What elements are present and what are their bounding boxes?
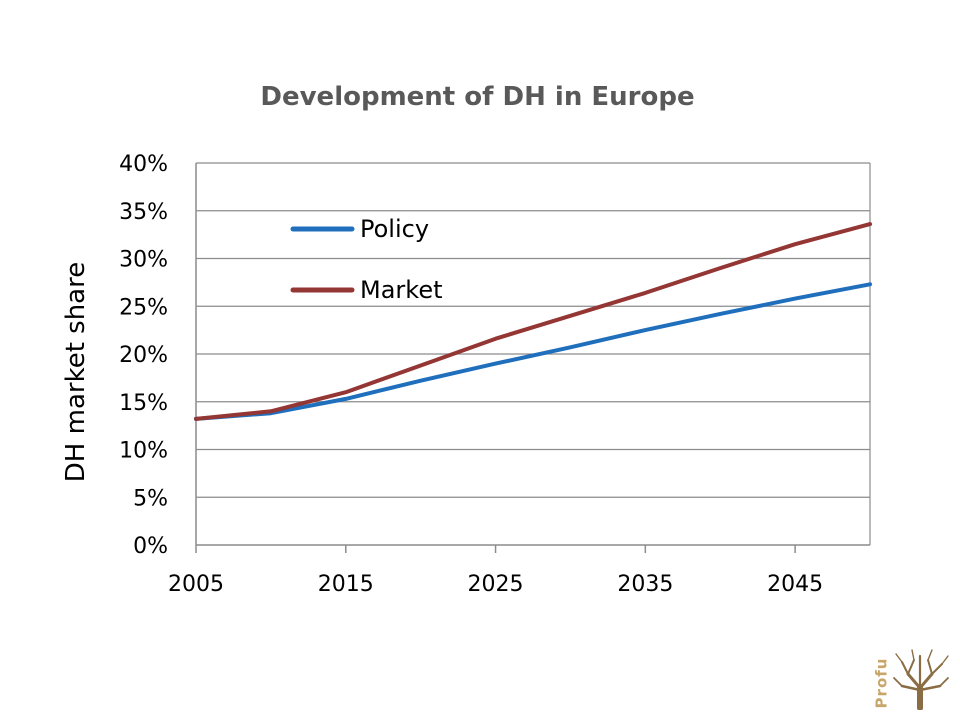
y-tick-label: 15% <box>119 391 168 416</box>
legend-label-market: Market <box>360 276 443 304</box>
x-tick-label: 2015 <box>318 572 374 597</box>
y-tick-label: 20% <box>119 343 168 368</box>
y-tick-label: 30% <box>119 248 168 273</box>
profu-logo: Profu <box>862 644 952 711</box>
x-tick-label: 2005 <box>168 572 224 597</box>
tree-icon <box>893 649 949 711</box>
logo-text: Profu <box>872 657 891 709</box>
y-tick-label: 25% <box>119 295 168 320</box>
x-tick-label: 2045 <box>767 572 823 597</box>
y-tick-label: 5% <box>133 486 168 511</box>
series-line-market <box>194 222 872 421</box>
y-tick-label: 0% <box>133 534 168 559</box>
y-tick-label: 40% <box>119 152 168 177</box>
y-tick-label: 35% <box>119 200 168 225</box>
legend-label-policy: Policy <box>360 215 429 243</box>
y-axis-title: DH market share <box>61 262 91 482</box>
chart-title: Development of DH in Europe <box>260 82 695 112</box>
x-tick-label: 2035 <box>617 572 673 597</box>
series-line-policy <box>194 282 872 421</box>
y-tick-label: 10% <box>119 439 168 464</box>
x-tick-label: 2025 <box>468 572 524 597</box>
